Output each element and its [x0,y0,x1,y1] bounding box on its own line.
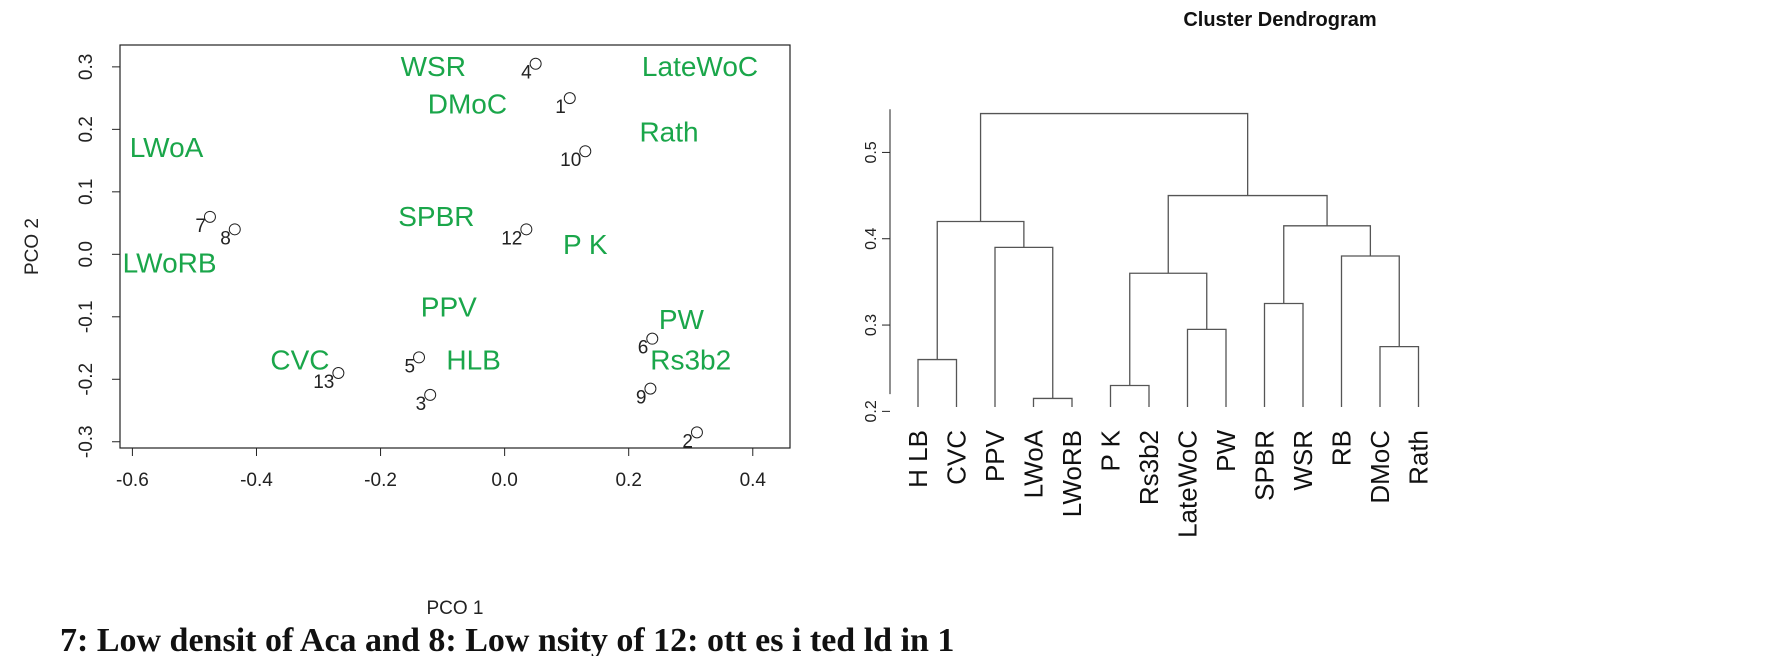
leaf-label: CVC [942,430,972,485]
dendrogram-branch [1032,397,1073,408]
plot-frame [119,44,791,449]
data-point [413,351,426,364]
group-label: Rath [639,116,698,147]
group-label: HLB [446,345,500,376]
group-label: SPBR [398,201,474,232]
dendrogram-branch [1109,384,1150,408]
leaf-label: Rath [1404,430,1434,485]
y-tick-label: -0.1 [76,300,97,333]
leaf-label: LateWoC [1173,430,1203,538]
leaf-label: P K [1096,429,1126,471]
point-label: 3 [416,394,427,415]
dendrogram-branch [936,220,1025,360]
dendrogram-branch [979,112,1249,222]
group-label: WSR [401,51,466,82]
leaf-label: LWoA [1019,429,1049,498]
y-tick-label: 0.3 [863,314,880,336]
point-label: 9 [636,388,647,409]
leaf-label: Rs3b2 [1134,430,1164,505]
y-tick-label: 0.0 [76,241,97,267]
x-tick-label: 0.0 [491,470,517,491]
y-tick-label: -0.3 [76,425,97,458]
data-point [520,223,533,236]
dendrogram-branch [994,246,1054,408]
dendrogram-branch [1263,302,1304,408]
data-point [332,367,345,380]
point-label: 7 [195,216,206,237]
point-label: 12 [501,228,522,249]
dendrogram-branch [1340,255,1400,408]
leaf-label: RB [1327,430,1357,466]
leaf-label: PPV [980,429,1010,482]
x-tick-label: -0.6 [116,470,149,491]
data-point [690,426,703,439]
group-label: PW [659,304,705,335]
group-label: CVC [270,345,329,376]
dendrogram-branch [1167,194,1328,274]
data-point [228,223,241,236]
point-label: 13 [313,372,334,393]
point-label: 10 [560,150,581,171]
point-label: 5 [404,356,415,377]
leaf-label: PW [1211,430,1241,472]
data-point [579,145,592,158]
x-tick-label: 0.4 [740,470,767,491]
dendrogram-branch [1379,345,1420,408]
group-label: PPV [421,291,477,322]
group-label: LateWoC [642,51,758,82]
pco-scatter-plot: -0.6 -0.4 -0.2 0.0 0.2 0.4 -0.3 -0.2 -0.1 0.0 0.1 0… [22,44,791,619]
dendrogram-title: Cluster Dendrogram [1183,9,1376,31]
leaf-label: WSR [1288,430,1318,491]
data-point [424,388,437,401]
data-point [646,332,659,345]
group-label: Rs3b2 [650,345,731,376]
dendrogram-branch [1186,328,1227,408]
y-tick-label: 0.2 [76,116,97,142]
y-tick-label: 0.5 [863,141,880,163]
point-label: 6 [638,338,649,359]
point-label: 4 [521,63,532,84]
leaf-label: DMoC [1365,430,1395,504]
y-tick-label: 0.2 [863,400,880,422]
point-label: 1 [555,97,566,118]
cluster-dendrogram: Cluster Dendrogram 0.2 0.3 0.4 0.5 H LB CVC PPV… [863,9,1434,538]
x-tick-label: 0.2 [615,470,641,491]
y-tick-label: -0.2 [76,363,97,396]
group-label: DMoC [428,88,507,119]
data-point [203,210,216,223]
x-tick-label: -0.4 [240,470,273,491]
data-point [644,382,657,395]
y-tick-label: 0.4 [863,228,880,250]
point-label: 8 [220,228,231,249]
y-tick-label: 0.1 [76,179,97,205]
leaf-label: H LB [903,430,933,488]
leaf-label: SPBR [1250,430,1280,501]
point-label: 2 [682,431,693,452]
dendrogram-branch [917,358,958,408]
data-point [529,57,542,70]
figure-caption: 7: Low densit of Aca and 8: Low nsity of… [60,622,954,656]
x-axis-label: PCO 1 [426,598,483,619]
y-tick-label: 0.3 [76,54,97,80]
x-tick-label: -0.2 [364,470,397,491]
y-axis-label: PCO 2 [22,218,43,275]
data-point [563,92,576,105]
group-label: P K [563,229,608,260]
group-label: LWoRB [123,248,217,279]
dendrogram-branch [1283,225,1372,304]
group-label: LWoA [130,132,204,163]
leaf-label: LWoRB [1057,430,1087,517]
